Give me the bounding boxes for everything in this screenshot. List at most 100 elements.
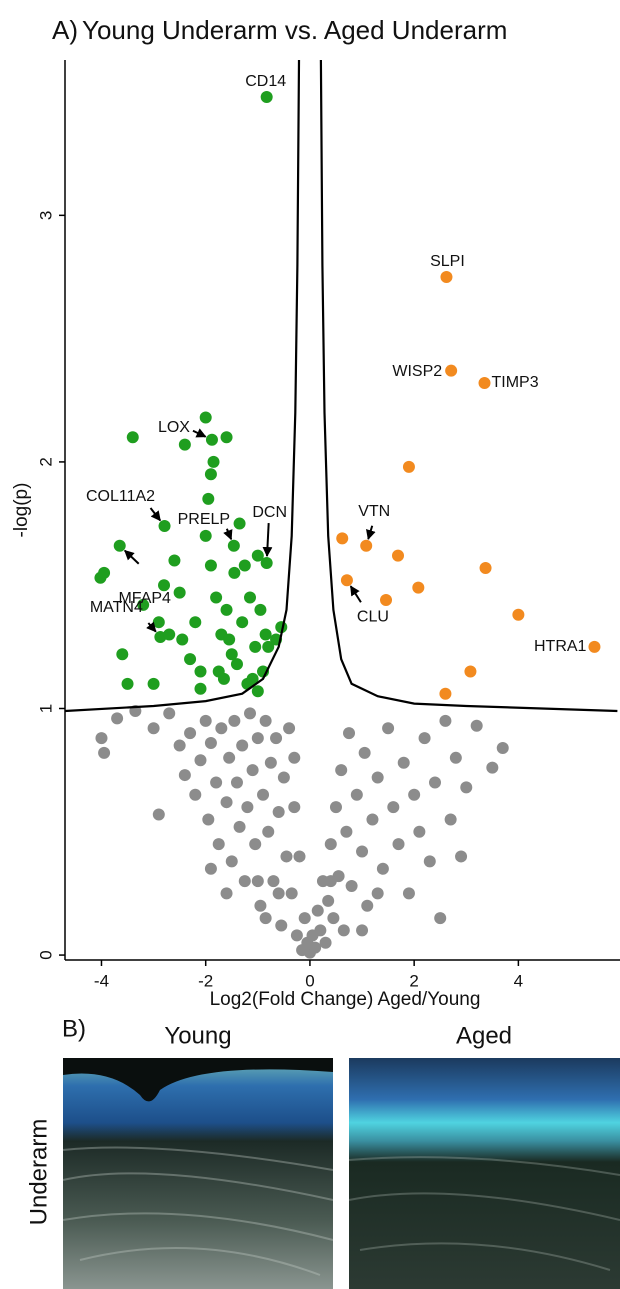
data-point bbox=[264, 756, 277, 769]
data-point bbox=[262, 825, 275, 838]
data-point bbox=[147, 722, 160, 735]
data-point bbox=[455, 850, 468, 863]
label-arrow bbox=[223, 528, 233, 541]
data-point bbox=[251, 732, 264, 745]
data-point bbox=[233, 820, 246, 833]
data-point bbox=[189, 616, 202, 629]
data-point bbox=[324, 838, 337, 851]
micrograph-aged bbox=[349, 1058, 620, 1289]
data-point bbox=[588, 640, 601, 653]
data-point bbox=[257, 788, 270, 801]
data-point bbox=[176, 633, 189, 646]
data-point bbox=[336, 532, 349, 545]
point-label: MFAP4 bbox=[118, 590, 171, 607]
point-label: WISP2 bbox=[392, 363, 442, 380]
data-point bbox=[215, 722, 228, 735]
data-point bbox=[486, 761, 499, 774]
panel-b: B) Young Aged Underarm bbox=[25, 1015, 620, 1289]
data-point bbox=[202, 813, 215, 826]
data-point bbox=[402, 887, 415, 900]
data-point bbox=[113, 539, 126, 552]
data-point bbox=[272, 887, 285, 900]
label-arrow bbox=[366, 525, 376, 541]
data-point bbox=[288, 751, 301, 764]
data-point bbox=[116, 648, 129, 661]
data-point bbox=[259, 714, 272, 727]
threshold-curve bbox=[64, 59, 618, 713]
data-point bbox=[285, 887, 298, 900]
data-point bbox=[98, 746, 111, 759]
label-arrow bbox=[146, 621, 157, 633]
data-point bbox=[397, 756, 410, 769]
data-point bbox=[260, 557, 273, 570]
data-point bbox=[260, 90, 273, 103]
point-label: COL11A2 bbox=[86, 488, 155, 505]
data-point bbox=[207, 455, 220, 468]
data-point bbox=[445, 364, 458, 377]
data-point bbox=[184, 727, 197, 740]
data-point bbox=[464, 665, 477, 678]
data-point bbox=[298, 912, 311, 925]
data-point bbox=[244, 591, 256, 604]
data-point bbox=[283, 722, 296, 735]
data-point bbox=[324, 875, 337, 888]
data-point bbox=[478, 377, 491, 390]
column-label: Young bbox=[164, 1022, 231, 1049]
data-point bbox=[204, 737, 217, 750]
data-point bbox=[439, 687, 452, 700]
data-point bbox=[228, 714, 241, 727]
data-point bbox=[217, 672, 230, 685]
data-point bbox=[418, 732, 431, 745]
data-point bbox=[163, 628, 176, 641]
label-arrow bbox=[262, 522, 273, 558]
data-point bbox=[309, 941, 322, 954]
data-point bbox=[199, 714, 212, 727]
data-point bbox=[251, 875, 264, 888]
data-point bbox=[277, 771, 290, 784]
data-point bbox=[440, 270, 453, 283]
data-point bbox=[137, 598, 150, 611]
point-label: LOX bbox=[158, 419, 190, 436]
data-point bbox=[343, 727, 356, 740]
data-point bbox=[319, 936, 332, 949]
data-point bbox=[98, 566, 111, 579]
data-point bbox=[412, 581, 425, 594]
x-axis-label: Log2(Fold Change) Aged/Young bbox=[210, 989, 481, 1010]
data-point bbox=[202, 492, 215, 505]
data-point bbox=[254, 899, 267, 912]
data-point bbox=[194, 665, 207, 678]
y-tick-label: 3 bbox=[36, 211, 55, 220]
data-point bbox=[205, 433, 218, 446]
data-point bbox=[366, 813, 379, 826]
point-label: VTN bbox=[358, 503, 390, 520]
data-point bbox=[199, 529, 212, 542]
y-tick-label: 2 bbox=[36, 457, 55, 466]
point-label: DCN bbox=[252, 504, 287, 521]
data-point bbox=[212, 838, 225, 851]
point-label: CD14 bbox=[245, 73, 286, 90]
data-point bbox=[413, 825, 426, 838]
data-point bbox=[429, 776, 441, 789]
data-point bbox=[225, 648, 238, 661]
data-point bbox=[189, 788, 202, 801]
data-point bbox=[259, 628, 272, 641]
label-arrow bbox=[192, 428, 207, 438]
chart-title: Young Underarm vs. Aged Underarm bbox=[82, 15, 507, 45]
row-label: Underarm bbox=[25, 1119, 52, 1226]
x-tick-label: -4 bbox=[94, 971, 109, 990]
data-point bbox=[228, 566, 241, 579]
data-point bbox=[220, 796, 233, 809]
data-point bbox=[210, 776, 223, 789]
data-point bbox=[460, 781, 473, 794]
data-point bbox=[335, 764, 348, 777]
data-point bbox=[267, 875, 280, 888]
data-point bbox=[360, 539, 373, 552]
data-point bbox=[236, 616, 249, 629]
data-point bbox=[329, 801, 342, 814]
data-point bbox=[280, 850, 293, 863]
data-point bbox=[439, 714, 452, 727]
data-point bbox=[178, 438, 191, 451]
column-label: Aged bbox=[456, 1022, 512, 1049]
